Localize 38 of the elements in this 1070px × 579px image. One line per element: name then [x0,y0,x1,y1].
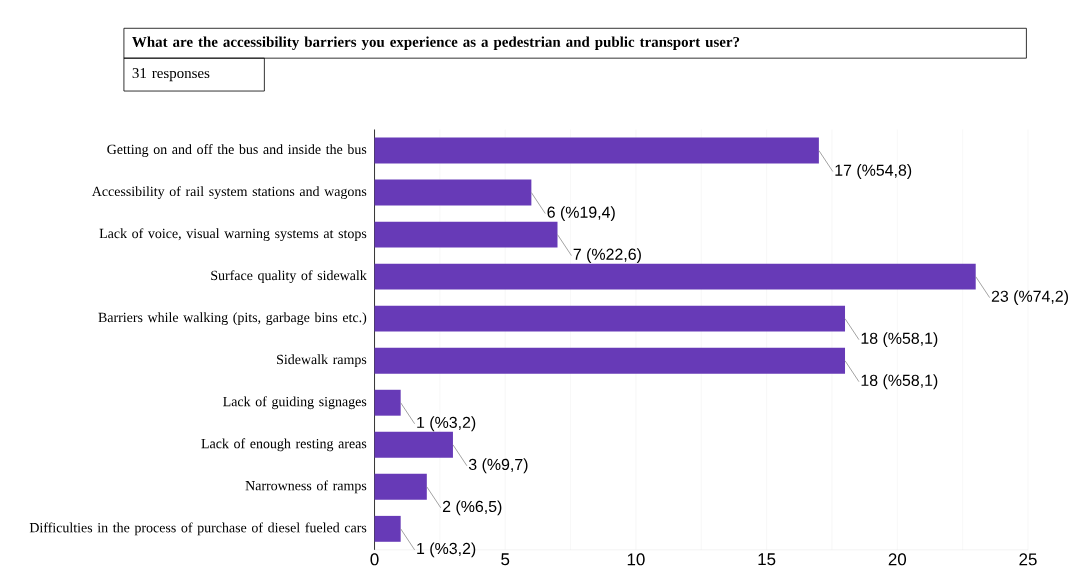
x-tick-label: 10 [627,553,645,566]
bar [374,431,453,458]
bar [374,137,819,164]
y-tick-label: Lack of guiding signages [223,396,367,410]
y-tick-label: Sidewalk ramps [277,354,367,368]
y-tick-label: Accessibility of rail system stations and wagons [91,186,367,200]
data-label: 3 (%9,7) [468,458,528,474]
y-tick-label: Getting on and off the bus and inside the bus [107,144,367,158]
bar [374,179,532,206]
bar [374,221,558,248]
x-tick-label: 15 [758,553,776,566]
y-tick-label: Difficulties in the process of purchase of diesel fueled cars [29,522,367,536]
data-label: 1 (%3,2) [417,416,476,432]
text: 31 responses [132,68,210,82]
data-label: 2 (%6,5) [442,500,502,516]
data-label: 17 (%54,8) [835,164,912,180]
bar [374,389,401,416]
data-label: 1 (%3,2) [417,542,476,558]
x-tick-label: 5 [501,553,510,566]
x-tick-label: 0 [370,553,379,566]
bar [374,516,401,542]
data-label: 6 (%19,4) [547,206,615,222]
y-tick-label: Barriers while walking (pits, garbage bins etc.) [98,312,367,326]
bar [374,347,846,374]
bar [374,305,846,332]
bar [374,473,427,500]
y-tick-label: Narrowness of ramps [245,480,367,494]
y-tick-label: Surface quality of sidewalk [211,270,367,284]
y-tick-label: Lack of voice, visual warning systems at stops [99,228,367,242]
y-tick-label: Lack of enough resting areas [201,438,367,452]
data-label: 18 (%58,1) [861,332,938,348]
x-tick-label: 25 [1019,553,1037,566]
data-label: 7 (%22,6) [573,248,641,264]
data-label: 23 (%74,2) [991,290,1068,306]
bar [374,263,976,290]
data-label: 18 (%58,1) [861,374,938,390]
x-tick-label: 20 [888,553,907,566]
chart-title: What are the accessibility barriers you experience as a pedestrian and public transport user? [132,36,740,51]
